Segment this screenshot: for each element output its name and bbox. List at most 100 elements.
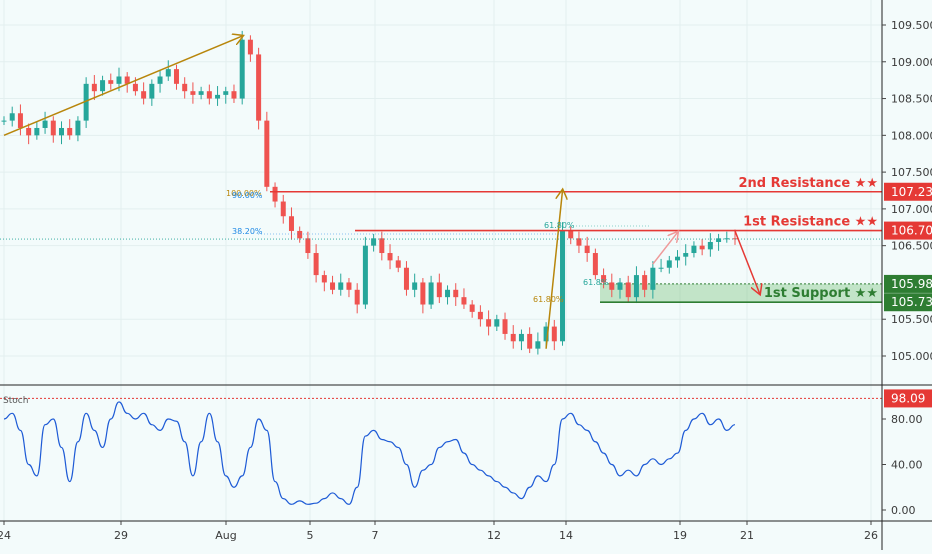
osc-marker-badge xyxy=(884,389,932,408)
candle-body xyxy=(305,238,311,254)
price-tick-label: 108.000 xyxy=(891,129,932,142)
candle-body xyxy=(453,289,459,298)
candle xyxy=(379,231,385,261)
candle-body xyxy=(379,238,385,254)
x-tick-label: 5 xyxy=(307,529,314,542)
osc-tick-label: 40.00 xyxy=(891,459,923,472)
candle-body xyxy=(650,267,656,290)
candle-body xyxy=(67,127,73,136)
grid xyxy=(0,0,882,521)
candle xyxy=(428,275,434,309)
candle-body xyxy=(633,275,639,298)
candle-body xyxy=(560,230,566,342)
candle-body xyxy=(124,76,130,84)
candle xyxy=(223,86,229,104)
candle-body xyxy=(346,282,352,290)
candle xyxy=(510,325,516,349)
candle xyxy=(157,69,163,93)
level-badge xyxy=(884,221,932,240)
fib-label: 61.80% xyxy=(544,221,575,230)
projection-arrow xyxy=(734,230,760,294)
candle-body xyxy=(716,238,722,242)
candle xyxy=(50,116,56,143)
candle xyxy=(247,35,253,62)
candle-body xyxy=(592,253,598,276)
candle-body xyxy=(354,289,360,305)
candle-body xyxy=(190,91,196,95)
candle xyxy=(683,244,689,266)
candle xyxy=(650,261,656,299)
projection-arrow xyxy=(545,191,562,349)
fib-label: 61.80% xyxy=(533,295,564,304)
candle xyxy=(707,233,713,257)
candle-body xyxy=(551,326,557,342)
candle xyxy=(264,111,270,192)
candle-body xyxy=(288,216,294,231)
candle xyxy=(387,244,393,270)
candle xyxy=(321,270,327,292)
candle xyxy=(338,273,344,296)
candle xyxy=(67,119,73,140)
candle-body xyxy=(675,256,681,261)
candle xyxy=(609,273,615,298)
candle xyxy=(239,30,245,105)
candle-body xyxy=(58,127,64,136)
candle xyxy=(124,72,130,93)
level-label: 2nd Resistance ★★ xyxy=(739,176,879,191)
candle-body xyxy=(371,238,377,246)
candle-body xyxy=(50,120,56,136)
candle-body xyxy=(338,282,344,290)
candle xyxy=(518,329,524,351)
fib-label: 100.00% xyxy=(226,189,262,198)
candle-body xyxy=(165,69,171,77)
level-badge-label: 106.705 xyxy=(891,224,932,238)
price-tick-label: 108.500 xyxy=(891,93,932,106)
projection-arrow xyxy=(652,232,678,265)
candle-body xyxy=(387,253,393,261)
candle-body xyxy=(502,319,508,334)
price-tick-label: 105.500 xyxy=(891,313,932,326)
candle-body xyxy=(412,282,418,290)
candle xyxy=(633,266,639,304)
candle xyxy=(34,121,40,140)
candle xyxy=(691,241,697,258)
candle-body xyxy=(100,80,106,92)
candle-body xyxy=(461,297,467,305)
candle xyxy=(198,86,204,100)
candle xyxy=(535,332,541,355)
candle xyxy=(371,233,377,252)
candle-body xyxy=(699,245,705,250)
candle-body xyxy=(625,282,631,298)
x-tick-label: 26 xyxy=(864,529,878,542)
osc-tick-label: 80.00 xyxy=(891,413,923,426)
candle-body xyxy=(231,91,237,99)
candle xyxy=(354,283,360,314)
candle-body xyxy=(658,267,664,269)
candle-body xyxy=(17,113,23,128)
candle xyxy=(658,258,664,273)
candle-body xyxy=(601,275,607,283)
candle xyxy=(9,106,15,127)
fib-label: 38.20% xyxy=(232,227,263,236)
candle-body xyxy=(264,120,270,187)
level-label: 1st Resistance ★★ xyxy=(743,215,878,230)
candle xyxy=(305,231,311,259)
candle-body xyxy=(420,282,426,305)
candle-body xyxy=(182,83,188,92)
candle xyxy=(403,261,409,296)
x-tick-label: 12 xyxy=(487,529,501,542)
x-tick-label: 24 xyxy=(0,529,11,542)
candle-body xyxy=(683,253,689,257)
candle xyxy=(313,244,319,283)
price-tick-label: 107.000 xyxy=(891,203,932,216)
candle-body xyxy=(527,333,533,349)
level-badge-label: 105.731 xyxy=(891,295,932,309)
candle xyxy=(272,182,278,208)
candle xyxy=(362,236,368,309)
candle xyxy=(42,111,48,134)
candle-body xyxy=(116,76,122,84)
candle-body xyxy=(395,260,401,268)
candle-body xyxy=(543,326,549,342)
